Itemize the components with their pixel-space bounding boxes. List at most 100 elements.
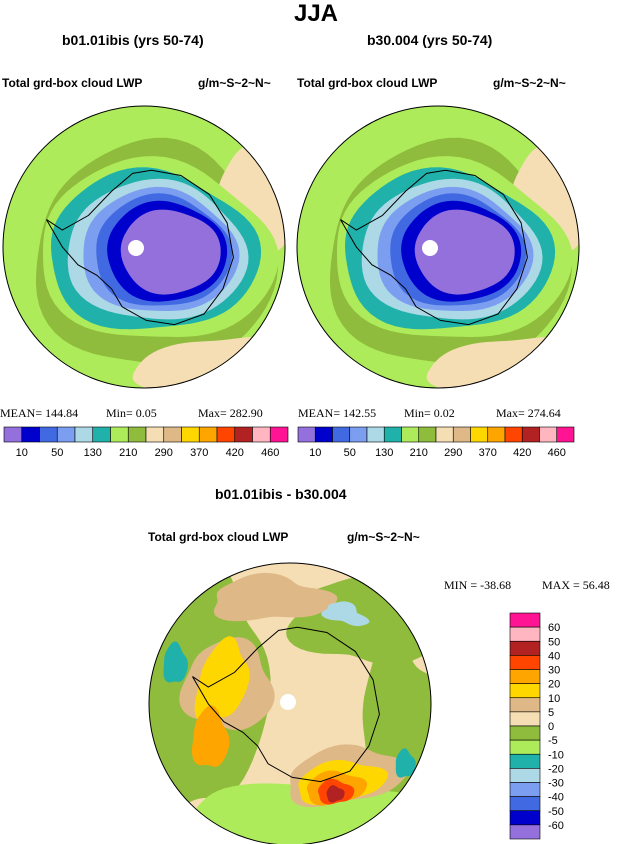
colorbar-tick-label: 50 [548, 636, 560, 648]
colorbar-tick-label: -30 [548, 778, 564, 790]
colorbar-swatch [509, 796, 541, 812]
colorbar-swatch [539, 426, 558, 443]
colorbar-tick-label: 460 [548, 447, 566, 459]
panel1-min: Min= 0.05 [106, 406, 157, 420]
colorbar-swatch [127, 426, 147, 443]
colorbar-swatch [181, 426, 200, 443]
colorbar-swatch [509, 669, 541, 684]
colorbar-swatch [349, 426, 368, 443]
colorbar-swatch [509, 626, 541, 642]
colorbar-swatch [452, 426, 471, 443]
colorbar-swatch [509, 753, 541, 769]
colorbar-swatch [509, 640, 541, 656]
colorbar-swatch [39, 426, 58, 443]
colorbar-swatch [509, 782, 541, 797]
panel2-variable: Total grd-box cloud LWP [297, 76, 438, 90]
panel2-units: g/m~S~2~N~ [493, 76, 566, 90]
contour-band [192, 705, 230, 767]
colorbar-swatch [366, 426, 385, 443]
contour-band [213, 572, 338, 622]
contour-band [120, 209, 221, 295]
panel2-min: Min= 0.02 [404, 406, 455, 420]
panel1-colorbar: 10 50 130 210 290 370 420 460 [3, 426, 289, 459]
contour-band [395, 748, 416, 778]
panel1-max: Max= 282.90 [198, 406, 263, 420]
colorbar-swatch [435, 426, 454, 443]
panel3-map [148, 562, 432, 844]
colorbar-tick-label: 50 [344, 447, 356, 459]
colorbar-swatch [198, 426, 218, 443]
colorbar-swatch [383, 426, 402, 443]
colorbar-tick-label: 460 [261, 447, 279, 459]
colorbar-tick-label: -40 [548, 792, 564, 804]
colorbar-swatch [21, 426, 40, 443]
pole-hole [280, 694, 296, 710]
colorbar-swatch [56, 426, 76, 443]
colorbar-tick-label: -50 [548, 806, 564, 818]
colorbar-tick-label: 290 [444, 447, 462, 459]
colorbar-swatch [509, 768, 541, 783]
coastline [192, 626, 380, 783]
panel2-mean: MEAN= 142.55 [298, 406, 377, 420]
panel3-title: b01.01ibis - b30.004 [215, 486, 347, 502]
contour-band [326, 785, 345, 803]
colorbar-swatch [509, 697, 541, 713]
coastline [46, 169, 234, 326]
colorbar-tick-label: 60 [548, 622, 560, 634]
colorbar-swatch [332, 426, 351, 443]
panel1-title: b01.01ibis (yrs 50-74) [62, 32, 204, 48]
colorbar-swatch [269, 426, 289, 443]
panel1-variable: Total grd-box cloud LWP [2, 76, 143, 90]
colorbar-swatch [92, 426, 111, 443]
panel3-units: g/m~S~2~N~ [347, 530, 420, 544]
colorbar-swatch [110, 426, 129, 443]
panel3-variable: Total grd-box cloud LWP [148, 530, 289, 544]
contour-band [414, 209, 515, 295]
colorbar-swatch [74, 426, 94, 443]
panel1-map [2, 105, 286, 389]
colorbar-tick-label: 210 [119, 447, 137, 459]
map-border [2, 105, 286, 389]
panel3-max: MAX = 56.48 [542, 578, 610, 592]
map-border [148, 562, 432, 844]
colorbar-tick-label: -5 [548, 735, 558, 747]
colorbar-tick-label: 10 [548, 693, 560, 705]
panel2-title: b30.004 (yrs 50-74) [367, 32, 493, 48]
colorbar-tick-label: 210 [410, 447, 428, 459]
colorbar-swatch [509, 683, 541, 699]
colorbar-tick-label: 10 [16, 447, 28, 459]
colorbar-tick-label: 5 [548, 707, 554, 719]
colorbar-swatch [509, 824, 541, 840]
colorbar-swatch [509, 739, 541, 755]
colorbar-swatch [314, 426, 333, 443]
panel1-mean: MEAN= 144.84 [0, 406, 79, 420]
colorbar-swatch [504, 426, 523, 443]
coastline [340, 169, 528, 326]
colorbar-tick-label: 420 [513, 447, 531, 459]
colorbar-swatch [252, 426, 271, 443]
colorbar-tick-label: 30 [548, 665, 560, 677]
colorbar-swatch [521, 426, 540, 443]
colorbar-tick-label: -20 [548, 763, 564, 775]
contour-band [163, 641, 188, 683]
colorbar-swatch [509, 810, 541, 826]
colorbar-swatch [509, 725, 541, 741]
colorbar-swatch [163, 426, 182, 443]
colorbar-swatch [234, 426, 253, 443]
colorbar-swatch [556, 426, 575, 443]
map-border [296, 105, 580, 389]
colorbar-tick-label: 20 [548, 679, 560, 691]
figure-title: JJA [293, 0, 339, 27]
panel2-max: Max= 274.64 [496, 406, 561, 420]
colorbar-swatch [418, 426, 437, 443]
colorbar-tick-label: -10 [548, 749, 564, 761]
colorbar-swatch [401, 426, 420, 443]
colorbar-tick-label: 10 [309, 447, 321, 459]
panel3-min: MIN = -38.68 [444, 578, 512, 592]
panel1-units: g/m~S~2~N~ [198, 76, 271, 90]
colorbar-tick-label: 420 [226, 447, 244, 459]
colorbar-swatch [145, 426, 165, 443]
colorbar-swatch [470, 426, 489, 443]
